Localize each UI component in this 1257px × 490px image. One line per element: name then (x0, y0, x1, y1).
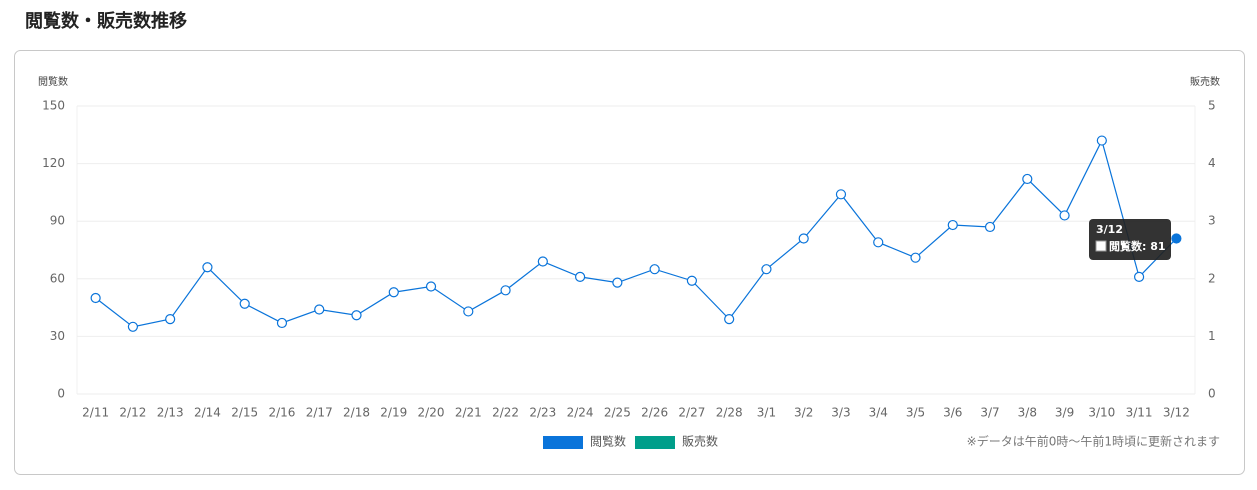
data-point (537, 256, 548, 267)
data-point (649, 264, 660, 275)
card (14, 50, 1245, 475)
series-line (95, 138, 1177, 328)
data-point (239, 298, 250, 309)
x-tick-label: 2/19 (380, 406, 407, 420)
x-tick-label: 3/8 (1018, 406, 1037, 420)
x-tick-label: 2/17 (306, 406, 333, 420)
data-point (947, 219, 958, 231)
x-tick-label: 3/10 (1088, 406, 1115, 420)
data-point (724, 314, 735, 325)
data-point (463, 306, 474, 317)
x-tick-label: 2/23 (529, 406, 556, 420)
y-tick-label: 150 (42, 99, 65, 113)
y-tick-label: 0 (57, 387, 65, 401)
x-tick-label: 3/5 (906, 406, 925, 420)
note: ※データは午前0時〜午前1時頃に更新されます (967, 434, 1220, 449)
y-tick-label: 30 (50, 329, 65, 343)
y-tick-label: 90 (50, 214, 65, 228)
x-tick-label: 2/27 (678, 406, 705, 420)
x-tick-label: 3/7 (980, 406, 999, 420)
data-point (425, 281, 437, 292)
data-point (835, 189, 847, 200)
y2-tick-label: 0 (1208, 387, 1216, 401)
data-point (1022, 173, 1033, 185)
data-point (351, 310, 362, 321)
data-point (388, 287, 399, 298)
x-tick-label: 3/3 (831, 406, 850, 420)
data-point (1059, 210, 1070, 221)
data-point (761, 264, 772, 275)
data-point (202, 262, 213, 273)
data-point (165, 314, 176, 325)
y2-tick-label: 1 (1208, 329, 1216, 343)
x-tick-label: 2/12 (119, 406, 146, 420)
data-point (910, 252, 921, 263)
tooltip-title: 3/12 (1096, 223, 1123, 236)
legend-label: 閲覧数 (590, 434, 626, 449)
x-tick-label: 2/15 (231, 406, 258, 420)
x-tick-label: 2/28 (716, 406, 743, 420)
data-point (1096, 135, 1107, 146)
y2-tick-label: 5 (1208, 99, 1216, 113)
y2-tick-label: 2 (1208, 271, 1216, 285)
x-tick-label: 3/9 (1055, 406, 1074, 420)
x-tick-label: 3/2 (794, 406, 813, 420)
data-point (612, 277, 623, 288)
tooltip: 3/12 閲覧数: 81 (1089, 219, 1171, 260)
y-tick-label: 120 (42, 156, 65, 170)
data-point (686, 275, 698, 286)
data-point (873, 237, 884, 248)
data-point (314, 304, 325, 315)
tooltip-swatch (1095, 240, 1107, 252)
data-point (1133, 271, 1145, 282)
x-tick-label: 3/6 (943, 406, 962, 420)
legend-swatch (635, 436, 675, 449)
x-tick-label: 2/24 (567, 406, 594, 420)
data-point (984, 221, 996, 233)
data-point (276, 317, 288, 329)
x-tick-label: 2/16 (268, 406, 295, 420)
y2-axis-label: 販売数 (1190, 75, 1220, 88)
x-tick-label: 2/22 (492, 406, 519, 420)
y2-tick-label: 3 (1208, 214, 1216, 228)
data-point (574, 271, 586, 282)
x-tick-label: 3/11 (1126, 406, 1153, 420)
y-tick-label: 60 (50, 271, 65, 285)
x-tick-label: 2/21 (455, 406, 482, 420)
x-tick-label: 2/11 (82, 406, 109, 420)
y2-tick-label: 4 (1208, 156, 1216, 170)
x-tick-label: 2/18 (343, 406, 370, 420)
x-tick-label: 2/13 (157, 406, 184, 420)
chart-title: 閲覧数・販売数推移 (25, 10, 187, 32)
legend-label: 販売数 (682, 434, 718, 449)
data-point (90, 292, 101, 304)
x-tick-label: 2/14 (194, 406, 221, 420)
y-axis-label: 閲覧数 (38, 75, 68, 88)
data-point (1171, 233, 1182, 244)
data-point (798, 233, 809, 244)
data-point (500, 285, 511, 296)
x-tick-label: 2/26 (641, 406, 668, 420)
legend-swatch (543, 436, 583, 449)
x-tick-label: 2/20 (418, 406, 445, 420)
data-point (127, 321, 138, 332)
tooltip-label: 閲覧数: 81 (1109, 239, 1166, 253)
x-tick-label: 3/12 (1163, 406, 1190, 420)
x-tick-label: 2/25 (604, 406, 631, 420)
x-tick-label: 3/1 (757, 406, 776, 420)
tooltip-box (1089, 219, 1171, 260)
x-tick-label: 3/4 (869, 406, 888, 420)
